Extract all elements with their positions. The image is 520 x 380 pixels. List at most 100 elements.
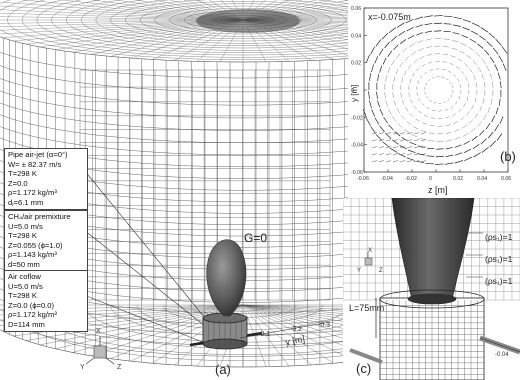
velocity-vector bbox=[489, 56, 495, 63]
velocity-vector bbox=[481, 58, 486, 64]
velocity-vector bbox=[427, 147, 435, 150]
velocity-vector bbox=[385, 146, 392, 149]
velocity-vector bbox=[444, 108, 449, 111]
velocity-vector bbox=[406, 132, 413, 135]
velocity-vector bbox=[442, 53, 448, 55]
velocity-vector bbox=[450, 105, 454, 109]
velocity-vector bbox=[445, 139, 453, 142]
axis-triad-cube bbox=[93, 345, 107, 359]
wall-ring-line bbox=[0, 126, 348, 156]
velocity-vector bbox=[399, 153, 406, 156]
velocity-vector bbox=[463, 148, 472, 153]
velocity-vector bbox=[427, 53, 433, 56]
wall-ring-line bbox=[0, 65, 348, 93]
velocity-vector bbox=[458, 95, 461, 100]
velocity-vector bbox=[498, 98, 501, 106]
velocity-vector bbox=[477, 66, 482, 73]
velocity-vector bbox=[463, 140, 471, 145]
wall-ring-line bbox=[0, 102, 348, 131]
floor-spoke-line bbox=[242, 304, 312, 366]
velocity-vector bbox=[393, 44, 399, 51]
axis-triad-cube bbox=[364, 257, 373, 266]
velocity-vector bbox=[434, 38, 441, 40]
velocity-vector bbox=[443, 38, 450, 40]
floor-spoke-line bbox=[242, 304, 348, 341]
triad-y-label: Y bbox=[80, 364, 85, 371]
velocity-vector bbox=[422, 122, 428, 125]
velocity-vector bbox=[409, 113, 414, 117]
bc-line: T=298 K bbox=[8, 291, 37, 301]
velocity-vector bbox=[479, 105, 482, 112]
velocity-vector bbox=[410, 99, 413, 104]
velocity-vector bbox=[443, 30, 451, 33]
velocity-vector bbox=[392, 132, 399, 135]
floor-spoke-line bbox=[242, 304, 334, 364]
bc-line: T=298 K bbox=[8, 169, 37, 179]
velocity-vector bbox=[424, 22, 433, 26]
floor-spoke-line bbox=[55, 304, 244, 350]
velocity-vector bbox=[447, 98, 450, 101]
velocity-vector bbox=[443, 23, 452, 25]
rho-label: (ρs₁)=1 bbox=[485, 254, 513, 264]
velocity-vector bbox=[396, 107, 400, 114]
velocity-vector bbox=[378, 139, 385, 142]
velocity-vector bbox=[392, 153, 399, 156]
velocity-vector bbox=[405, 18, 414, 24]
velocity-vector bbox=[416, 67, 420, 72]
velocity-vector bbox=[432, 109, 436, 111]
velocity-vector bbox=[424, 15, 433, 18]
g-zero-label: G=0 bbox=[244, 231, 267, 245]
velocity-vector bbox=[403, 129, 410, 134]
velocity-vector bbox=[426, 155, 435, 157]
floor-spoke-line bbox=[242, 304, 348, 315]
velocity-vector bbox=[438, 102, 442, 104]
velocity-vector bbox=[444, 162, 454, 165]
velocity-vector bbox=[438, 110, 443, 112]
velocity-vector bbox=[470, 30, 479, 35]
velocity-vector bbox=[392, 146, 399, 149]
velocity-vector bbox=[466, 96, 469, 102]
velocity-vector bbox=[398, 30, 406, 36]
velocity-vector bbox=[406, 139, 413, 142]
velocity-vector bbox=[392, 92, 394, 99]
velocity-vector bbox=[466, 54, 472, 59]
velocity-vector bbox=[474, 97, 477, 103]
velocity-vector bbox=[371, 139, 378, 142]
velocity-vector bbox=[385, 160, 392, 163]
bc-line: W= ± 82.37 m/s bbox=[8, 159, 62, 169]
wall-ring-line bbox=[0, 204, 348, 237]
velocity-vector bbox=[468, 46, 474, 51]
velocity-vector bbox=[433, 15, 443, 17]
velocity-vector bbox=[437, 133, 444, 135]
bc-line: Pipe air-jet (α=0°) bbox=[8, 150, 68, 159]
velocity-vector bbox=[435, 155, 444, 158]
velocity-vector bbox=[468, 119, 474, 124]
velocity-vector bbox=[392, 160, 399, 163]
velocity-vector bbox=[409, 141, 417, 146]
x-tick-label: -0.04 bbox=[381, 176, 393, 182]
x-tick-label: -0.06 bbox=[357, 176, 369, 182]
velocity-vector bbox=[413, 59, 418, 64]
floor-spoke-line bbox=[242, 304, 348, 323]
velocity-vector bbox=[407, 149, 416, 153]
pipe-tick-label: -0.04 bbox=[495, 352, 509, 358]
velocity-vector bbox=[453, 24, 461, 27]
bc-line: Z=0.0 bbox=[8, 178, 28, 188]
floor-spoke-line bbox=[242, 304, 348, 317]
floor-spoke-line bbox=[242, 304, 348, 320]
velocity-vector bbox=[430, 117, 436, 119]
velocity-vector bbox=[486, 41, 493, 48]
velocity-vector bbox=[480, 27, 489, 33]
velocity-vector bbox=[482, 97, 485, 104]
bc-line: Z=0.055 (ϕ=1.0) bbox=[8, 240, 63, 250]
velocity-vector bbox=[461, 70, 465, 75]
velocity-vector bbox=[437, 125, 443, 127]
velocity-vector bbox=[445, 124, 451, 127]
velocity-vector bbox=[379, 125, 385, 133]
triad-c-x-label: X bbox=[368, 248, 372, 254]
bc-box-premixture: CH₄/air premixture U=5.0 m/s T=298 K Z=0… bbox=[4, 210, 88, 272]
velocity-vector bbox=[485, 122, 491, 130]
velocity-vector bbox=[461, 34, 469, 39]
velocity-vector bbox=[399, 61, 404, 68]
velocity-vector bbox=[368, 91, 370, 100]
